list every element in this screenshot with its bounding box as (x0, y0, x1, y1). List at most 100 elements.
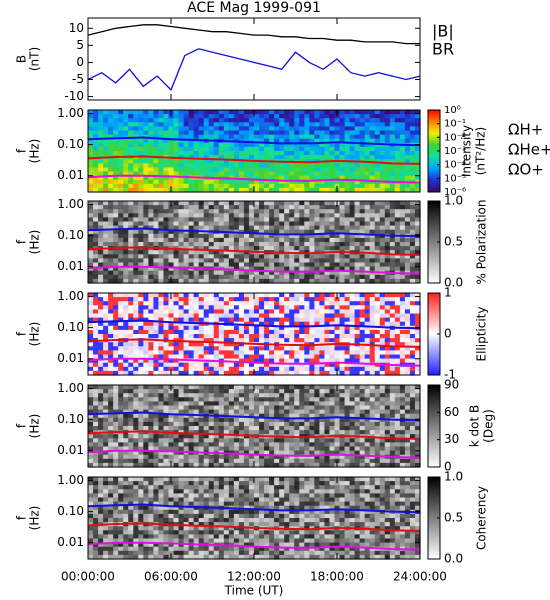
spectrogram-cell (374, 242, 381, 247)
spectrogram-cell (334, 254, 341, 259)
spectrogram-cell (103, 134, 109, 140)
spectrogram-cell (294, 305, 300, 310)
spectrogram-cell (369, 334, 376, 339)
spectrogram-cell (123, 313, 129, 319)
spectrogram-cell (133, 151, 139, 156)
spectrogram-cell (173, 221, 180, 227)
spectrogram-cell (98, 122, 104, 127)
spectrogram-cell (218, 262, 225, 268)
spectrogram-cell (289, 317, 295, 323)
spectrogram-cell (309, 274, 315, 280)
spectrogram-cell (143, 187, 149, 193)
spectrogram-cell (324, 201, 331, 206)
spectrogram-cell (324, 409, 331, 415)
spectrogram-cell (384, 354, 391, 360)
spectrogram-cell (118, 183, 124, 189)
spectrogram-cell (284, 313, 290, 319)
spectrogram-cell (133, 346, 139, 351)
spectrogram-cell (394, 126, 401, 132)
spectrogram-cell (364, 171, 371, 177)
spectrogram-cell (118, 233, 124, 239)
spectrogram-cell (103, 175, 109, 181)
series-line (87, 319, 421, 330)
spectrogram-cell (173, 151, 180, 156)
spectrogram-cell (279, 405, 285, 411)
spectrogram-cell (143, 438, 149, 443)
spectrogram-cell (409, 151, 416, 156)
spectrogram-cell (133, 401, 139, 407)
spectrogram-cell (364, 334, 371, 339)
spectrogram-cell (289, 329, 295, 335)
spectrogram-cell (133, 309, 139, 315)
spectrogram-cell (248, 393, 255, 398)
spectrogram-cell (233, 217, 240, 223)
spectrogram-cell (193, 237, 200, 243)
spectrogram-cell (289, 301, 295, 306)
spectrogram-cell (294, 293, 300, 298)
spectrogram-cell (228, 250, 235, 255)
spectrogram-cell (294, 321, 300, 327)
spectrogram-cell (218, 329, 225, 335)
spectrogram-cell (153, 114, 160, 119)
spectrogram-cell (103, 370, 109, 376)
spectrogram-cell (349, 167, 356, 173)
spectrogram-cell (213, 209, 220, 214)
spectrogram-cell (264, 350, 270, 356)
spectrogram-cell (173, 362, 180, 368)
spectrogram-cell (88, 350, 94, 356)
spectrogram-cell (103, 421, 109, 427)
spectrogram-cell (148, 213, 154, 218)
spectrogram-cell (369, 325, 376, 331)
spectrogram-cell (364, 329, 371, 335)
spectrogram-cell (248, 405, 255, 411)
spectrogram-cell (324, 417, 331, 423)
spectrogram-cell (329, 362, 336, 368)
spectrogram-cell (269, 134, 275, 140)
spectrogram-cell (309, 366, 315, 372)
spectrogram-cell (354, 366, 361, 372)
spectrogram-cell (168, 354, 175, 360)
spectrogram-cell (289, 334, 295, 339)
spectrogram-cell (183, 426, 190, 431)
spectrogram-cell (339, 274, 346, 280)
spectrogram-cell (384, 175, 391, 181)
spectrogram-cell (103, 229, 109, 235)
spectrogram-cell (359, 225, 366, 231)
spectrogram-cell (304, 146, 310, 152)
spectrogram-cell (389, 389, 396, 394)
spectrogram-cell (359, 258, 366, 264)
spectrogram-cell (108, 209, 114, 214)
spectrogram-cell (223, 118, 230, 123)
spectrogram-cell (264, 163, 270, 168)
spectrogram-cell (143, 159, 149, 164)
spectrogram-cell (294, 278, 300, 284)
spectrogram-cell (314, 417, 320, 423)
spectrogram-cell (289, 370, 295, 376)
spectrogram-cell (389, 229, 396, 235)
spectrogram-cell (399, 354, 406, 360)
spectrogram-cell (304, 229, 310, 235)
spectrogram-cell (289, 217, 295, 223)
spectrogram-cell (364, 421, 371, 427)
spectrogram-cell (304, 246, 310, 251)
spectrogram-cell (113, 389, 119, 394)
spectrogram-cell (264, 254, 270, 259)
spectrogram-cell (274, 393, 280, 398)
spectrogram-cell (88, 167, 94, 173)
spectrogram-cell (193, 250, 200, 255)
spectrogram-cell (143, 417, 149, 423)
spectrogram-cell (123, 426, 129, 431)
spectrogram-cell (138, 155, 144, 160)
spectrogram-cell (113, 305, 119, 310)
spectrogram-cell (299, 393, 305, 398)
spectrogram-cell (289, 293, 295, 298)
spectrogram-cell (404, 217, 411, 223)
spectrogram-cell (98, 334, 104, 339)
spectrogram-cell (173, 187, 180, 193)
spectrogram-cell (188, 430, 195, 435)
spectrogram-cell (369, 146, 376, 152)
spectrogram-cell (128, 130, 134, 136)
spectrogram-cell (324, 209, 331, 214)
spectrogram-cell (98, 221, 104, 227)
spectrogram-cell (319, 217, 326, 223)
